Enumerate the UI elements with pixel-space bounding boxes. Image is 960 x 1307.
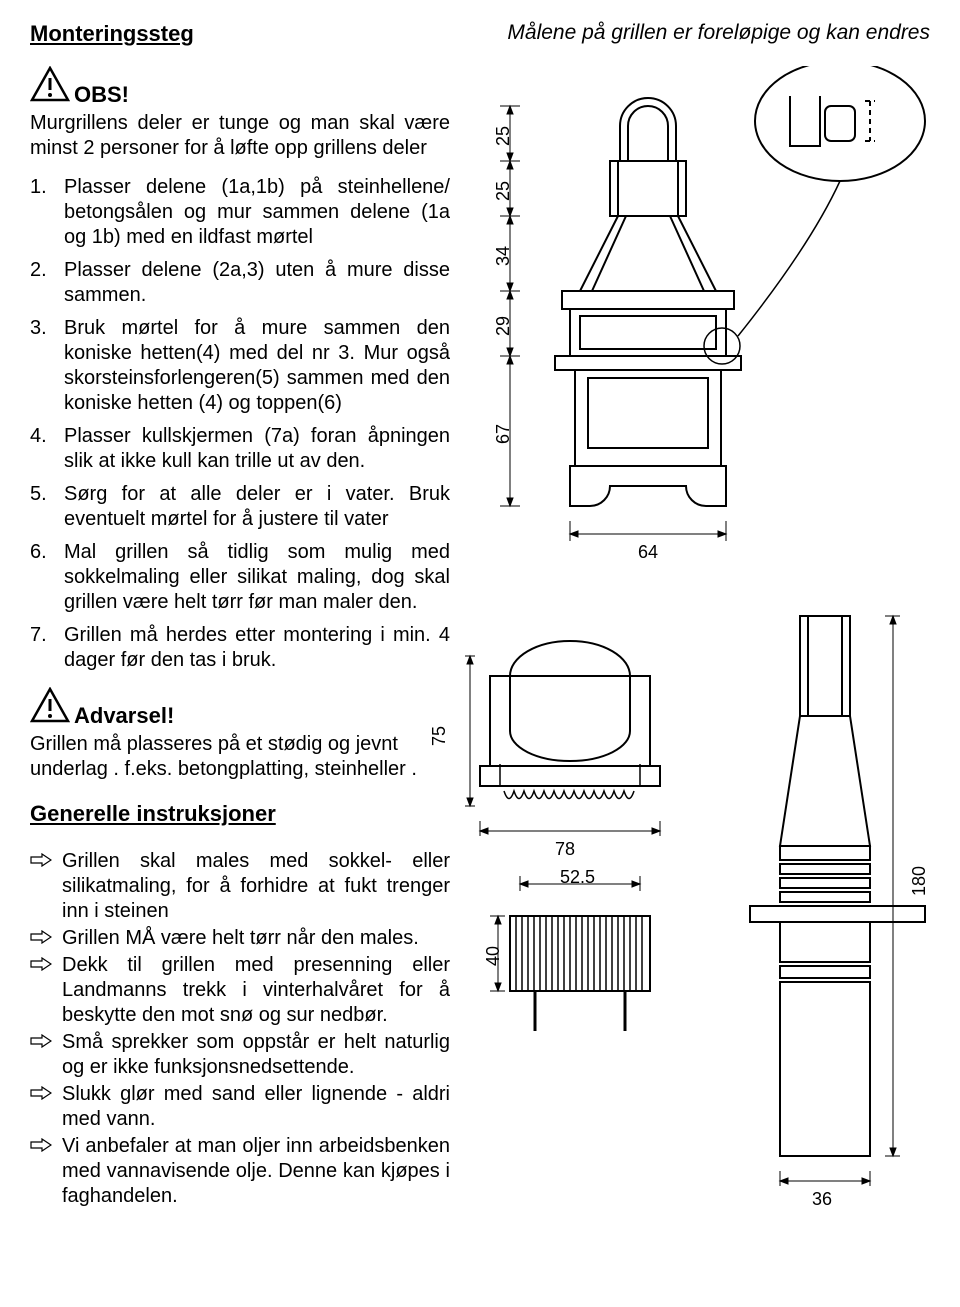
bullet-3: Dekk til grillen med presenning eller La…	[30, 953, 450, 1028]
dim-29: 29	[492, 315, 515, 335]
arrow-icon	[30, 849, 62, 924]
dim-52-5: 52.5	[560, 866, 595, 889]
dim-67: 67	[492, 423, 515, 443]
section-title: Monteringssteg	[30, 20, 194, 48]
advarsel-text: Grillen må plasseres på et stødig og jev…	[30, 732, 450, 782]
dim-34: 34	[492, 245, 515, 265]
arrow-icon	[30, 1134, 62, 1209]
bullet-5: Slukk glør med sand eller lignende - ald…	[30, 1082, 450, 1132]
step-2: Plasser delene (2a,3) uten å mure disse …	[30, 258, 450, 308]
bullet-6: Vi anbefaler at man oljer inn arbeidsben…	[30, 1134, 450, 1209]
technical-drawings: 25 25 34 29 67 64	[470, 66, 930, 1246]
general-instructions-title: Generelle instruksjoner	[30, 800, 450, 828]
step-7: Grillen må herdes etter montering i min.…	[30, 623, 450, 673]
bullet-4: Små sprekker som oppstår er helt naturli…	[30, 1030, 450, 1080]
arrow-icon	[30, 926, 62, 951]
step-4: Plasser kullskjermen (7a) foran åpningen…	[30, 424, 450, 474]
warning-icon	[30, 687, 70, 730]
front-elevation-drawing	[470, 66, 930, 626]
obs-label: OBS!	[74, 81, 129, 109]
arrow-icon	[30, 953, 62, 1028]
step-5: Sørg for at alle deler er i vater. Bruk …	[30, 482, 450, 532]
bullet-1: Grillen skal males med sokkel- eller sil…	[30, 849, 450, 924]
step-1: Plasser delene (1a,1b) på steinhellene/ …	[30, 175, 450, 250]
assembly-steps: Plasser delene (1a,1b) på steinhellene/ …	[30, 175, 450, 673]
general-instructions-list: Grillen skal males med sokkel- eller sil…	[30, 849, 450, 1209]
step-6: Mal grillen så tidlig som mulig med sokk…	[30, 540, 450, 615]
dim-40: 40	[482, 945, 505, 965]
dim-75: 75	[428, 725, 451, 745]
warning-icon	[30, 66, 70, 109]
advarsel-label: Advarsel!	[74, 702, 174, 730]
arrow-icon	[30, 1030, 62, 1080]
dim-64: 64	[638, 541, 658, 564]
dim-25a: 25	[492, 125, 515, 145]
dim-25b: 25	[492, 180, 515, 200]
bullet-2: Grillen MÅ være helt tørr når den males.	[30, 926, 450, 951]
preliminary-note: Målene på grillen er foreløpige og kan e…	[507, 20, 930, 46]
dim-78: 78	[555, 838, 575, 861]
plan-view-drawing	[440, 636, 680, 856]
arrow-icon	[30, 1082, 62, 1132]
dim-180: 180	[908, 865, 931, 895]
dim-36: 36	[812, 1188, 832, 1211]
side-elevation-drawing	[730, 606, 930, 1226]
step-3: Bruk mørtel for å mure sammen den konisk…	[30, 316, 450, 416]
obs-text: Murgrillens deler er tunge og man skal v…	[30, 111, 450, 161]
